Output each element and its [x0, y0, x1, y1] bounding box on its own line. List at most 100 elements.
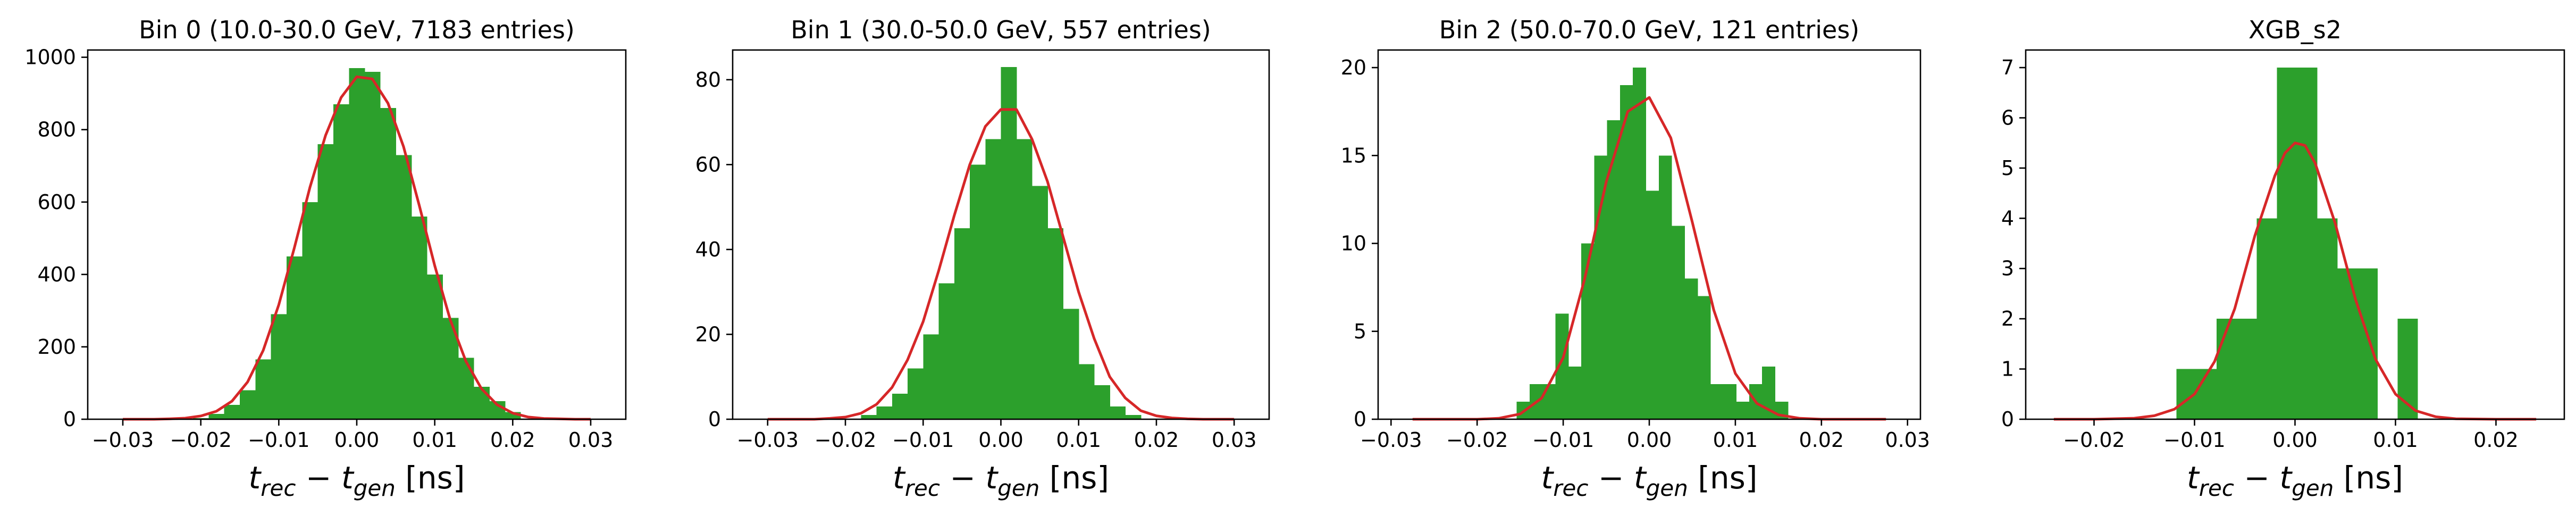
y-tick-label: 6 [2001, 106, 2014, 129]
x-tick-label: 0.00 [334, 428, 380, 452]
x-tick-label: 0.00 [1627, 428, 1672, 452]
x-tick-label: 0.03 [568, 428, 614, 452]
y-tick-label: 400 [37, 263, 76, 286]
x-axis-label-prefix: t [1541, 460, 1555, 496]
histogram-bar [474, 386, 490, 419]
chart-panel-1: Bin 1 (30.0-50.0 GeV, 557 entries)−0.03−… [695, 15, 1270, 501]
x-tick-label: 0.01 [412, 428, 457, 452]
chart-title: Bin 0 (10.0-30.0 GeV, 7183 entries) [139, 15, 575, 44]
x-axis-label: trec − tgen [ns] [2187, 460, 2403, 501]
histogram-bar [317, 144, 334, 419]
histogram-bar [2196, 369, 2217, 419]
histogram-bar [970, 164, 986, 419]
x-axis-label-suffix: [ns] [396, 460, 465, 496]
histogram-bar [1078, 364, 1095, 419]
histogram-bar [349, 68, 365, 420]
histogram-bar [1736, 401, 1750, 419]
y-tick-label: 0 [708, 408, 721, 431]
y-tick-label: 200 [37, 335, 76, 359]
histogram-bar [1031, 186, 1048, 419]
y-tick-label: 15 [1341, 144, 1366, 167]
histogram-bar [396, 155, 412, 419]
x-tick-label: −0.01 [1532, 428, 1594, 452]
x-tick-label: 0.01 [1056, 428, 1101, 452]
histogram-bar [427, 274, 443, 419]
x-axis-label-prefix: t [249, 460, 262, 496]
y-tick-label: 0 [2001, 408, 2014, 431]
x-axis-label-sub2: gen [354, 475, 396, 501]
y-tick-label: 4 [2001, 206, 2014, 230]
histogram-bar [1633, 68, 1647, 420]
histogram-bar [1542, 384, 1556, 419]
x-axis-label: trec − tgen [ns] [249, 460, 465, 501]
histogram-bar [302, 202, 318, 419]
x-tick-label: −0.02 [815, 428, 876, 452]
histogram-bar [411, 216, 427, 419]
y-tick-label: 5 [2001, 156, 2014, 180]
y-tick-label: 80 [695, 68, 721, 92]
x-tick-label: −0.03 [1360, 428, 1422, 452]
x-tick-label: 0.02 [2473, 428, 2519, 452]
histogram-bar [2317, 218, 2338, 419]
histogram-bar [333, 104, 349, 419]
y-tick-label: 2 [2001, 307, 2014, 330]
x-tick-label: 0.00 [978, 428, 1023, 452]
y-tick-label: 3 [2001, 257, 2014, 280]
histogram-bar [938, 283, 955, 419]
histogram-bar [255, 359, 272, 419]
y-tick-label: 600 [37, 190, 76, 214]
x-tick-label: 0.01 [1713, 428, 1758, 452]
x-axis-label-suffix: [ns] [1688, 460, 1758, 496]
histogram-bar [380, 107, 396, 420]
histogram-bar [892, 394, 908, 419]
histogram-bar [224, 404, 240, 419]
x-axis-label-suffix: [ns] [1039, 460, 1109, 496]
x-axis-label: trec − tgen [ns] [1541, 460, 1758, 501]
x-axis-label-sub2: gen [2292, 475, 2334, 501]
histogram-bar [1001, 67, 1017, 420]
histogram-bar [1710, 384, 1724, 419]
x-tick-label: 0.02 [490, 428, 535, 452]
histogram-bar [1581, 243, 1595, 419]
histogram-bar [876, 406, 893, 419]
x-tick-label: −0.03 [92, 428, 154, 452]
gaussian-fit-line [2053, 142, 2537, 421]
histogram-bar [458, 358, 474, 419]
x-axis-label-suffix: [ns] [2334, 460, 2403, 496]
x-axis-label-sub2: gen [1646, 475, 1688, 501]
x-axis-label-sub1: rec [2199, 475, 2234, 501]
x-axis-label-mid: − t [1588, 460, 1647, 496]
histogram-bar [1594, 155, 1608, 419]
chart-panel-2: Bin 2 (50.0-70.0 GeV, 121 entries) −0.03 −… [1341, 15, 1930, 501]
x-axis-label-sub1: rec [905, 475, 940, 501]
x-tick-label: −0.01 [248, 428, 309, 452]
y-tick-label: 1000 [24, 46, 76, 69]
histogram-bar [1568, 366, 1582, 419]
histogram-bar [2357, 268, 2378, 419]
y-tick-label: 800 [37, 118, 76, 142]
x-tick-label: −0.03 [737, 428, 799, 452]
histogram-bar [2236, 319, 2258, 419]
gaussian-fit-line [123, 75, 591, 421]
x-tick-label: −0.01 [2163, 428, 2225, 452]
histogram-bar [954, 228, 970, 419]
y-tick-label: 0 [1354, 408, 1366, 431]
histogram-bar [287, 256, 303, 419]
y-tick-label: 1 [2001, 358, 2014, 381]
chart-panel-3: XGB_s2 −0.02 −0.01 0.00 0.01 0.02 0 1 2 3 4 5 6 7 trec… [2001, 15, 2565, 501]
histogram-bar [1016, 139, 1033, 420]
x-axis-label-mid: − t [940, 460, 998, 496]
histogram-bar [1094, 385, 1110, 419]
y-tick-label: 20 [695, 322, 721, 346]
chart-title: Bin 1 (30.0-50.0 GeV, 557 entries) [791, 15, 1211, 44]
histogram-bar [985, 139, 1002, 420]
chart-title: Bin 2 (50.0-70.0 GeV, 121 entries) [1439, 15, 1860, 44]
y-tick-label: 40 [695, 238, 721, 261]
histogram-bar [923, 334, 939, 419]
y-tick-label: 0 [63, 408, 76, 431]
x-tick-label: 0.02 [1799, 428, 1844, 452]
x-tick-label: −0.01 [892, 428, 954, 452]
histogram-bar [2297, 68, 2318, 420]
x-axis-label-mid: − t [296, 460, 354, 496]
histogram-bar [1047, 228, 1064, 419]
